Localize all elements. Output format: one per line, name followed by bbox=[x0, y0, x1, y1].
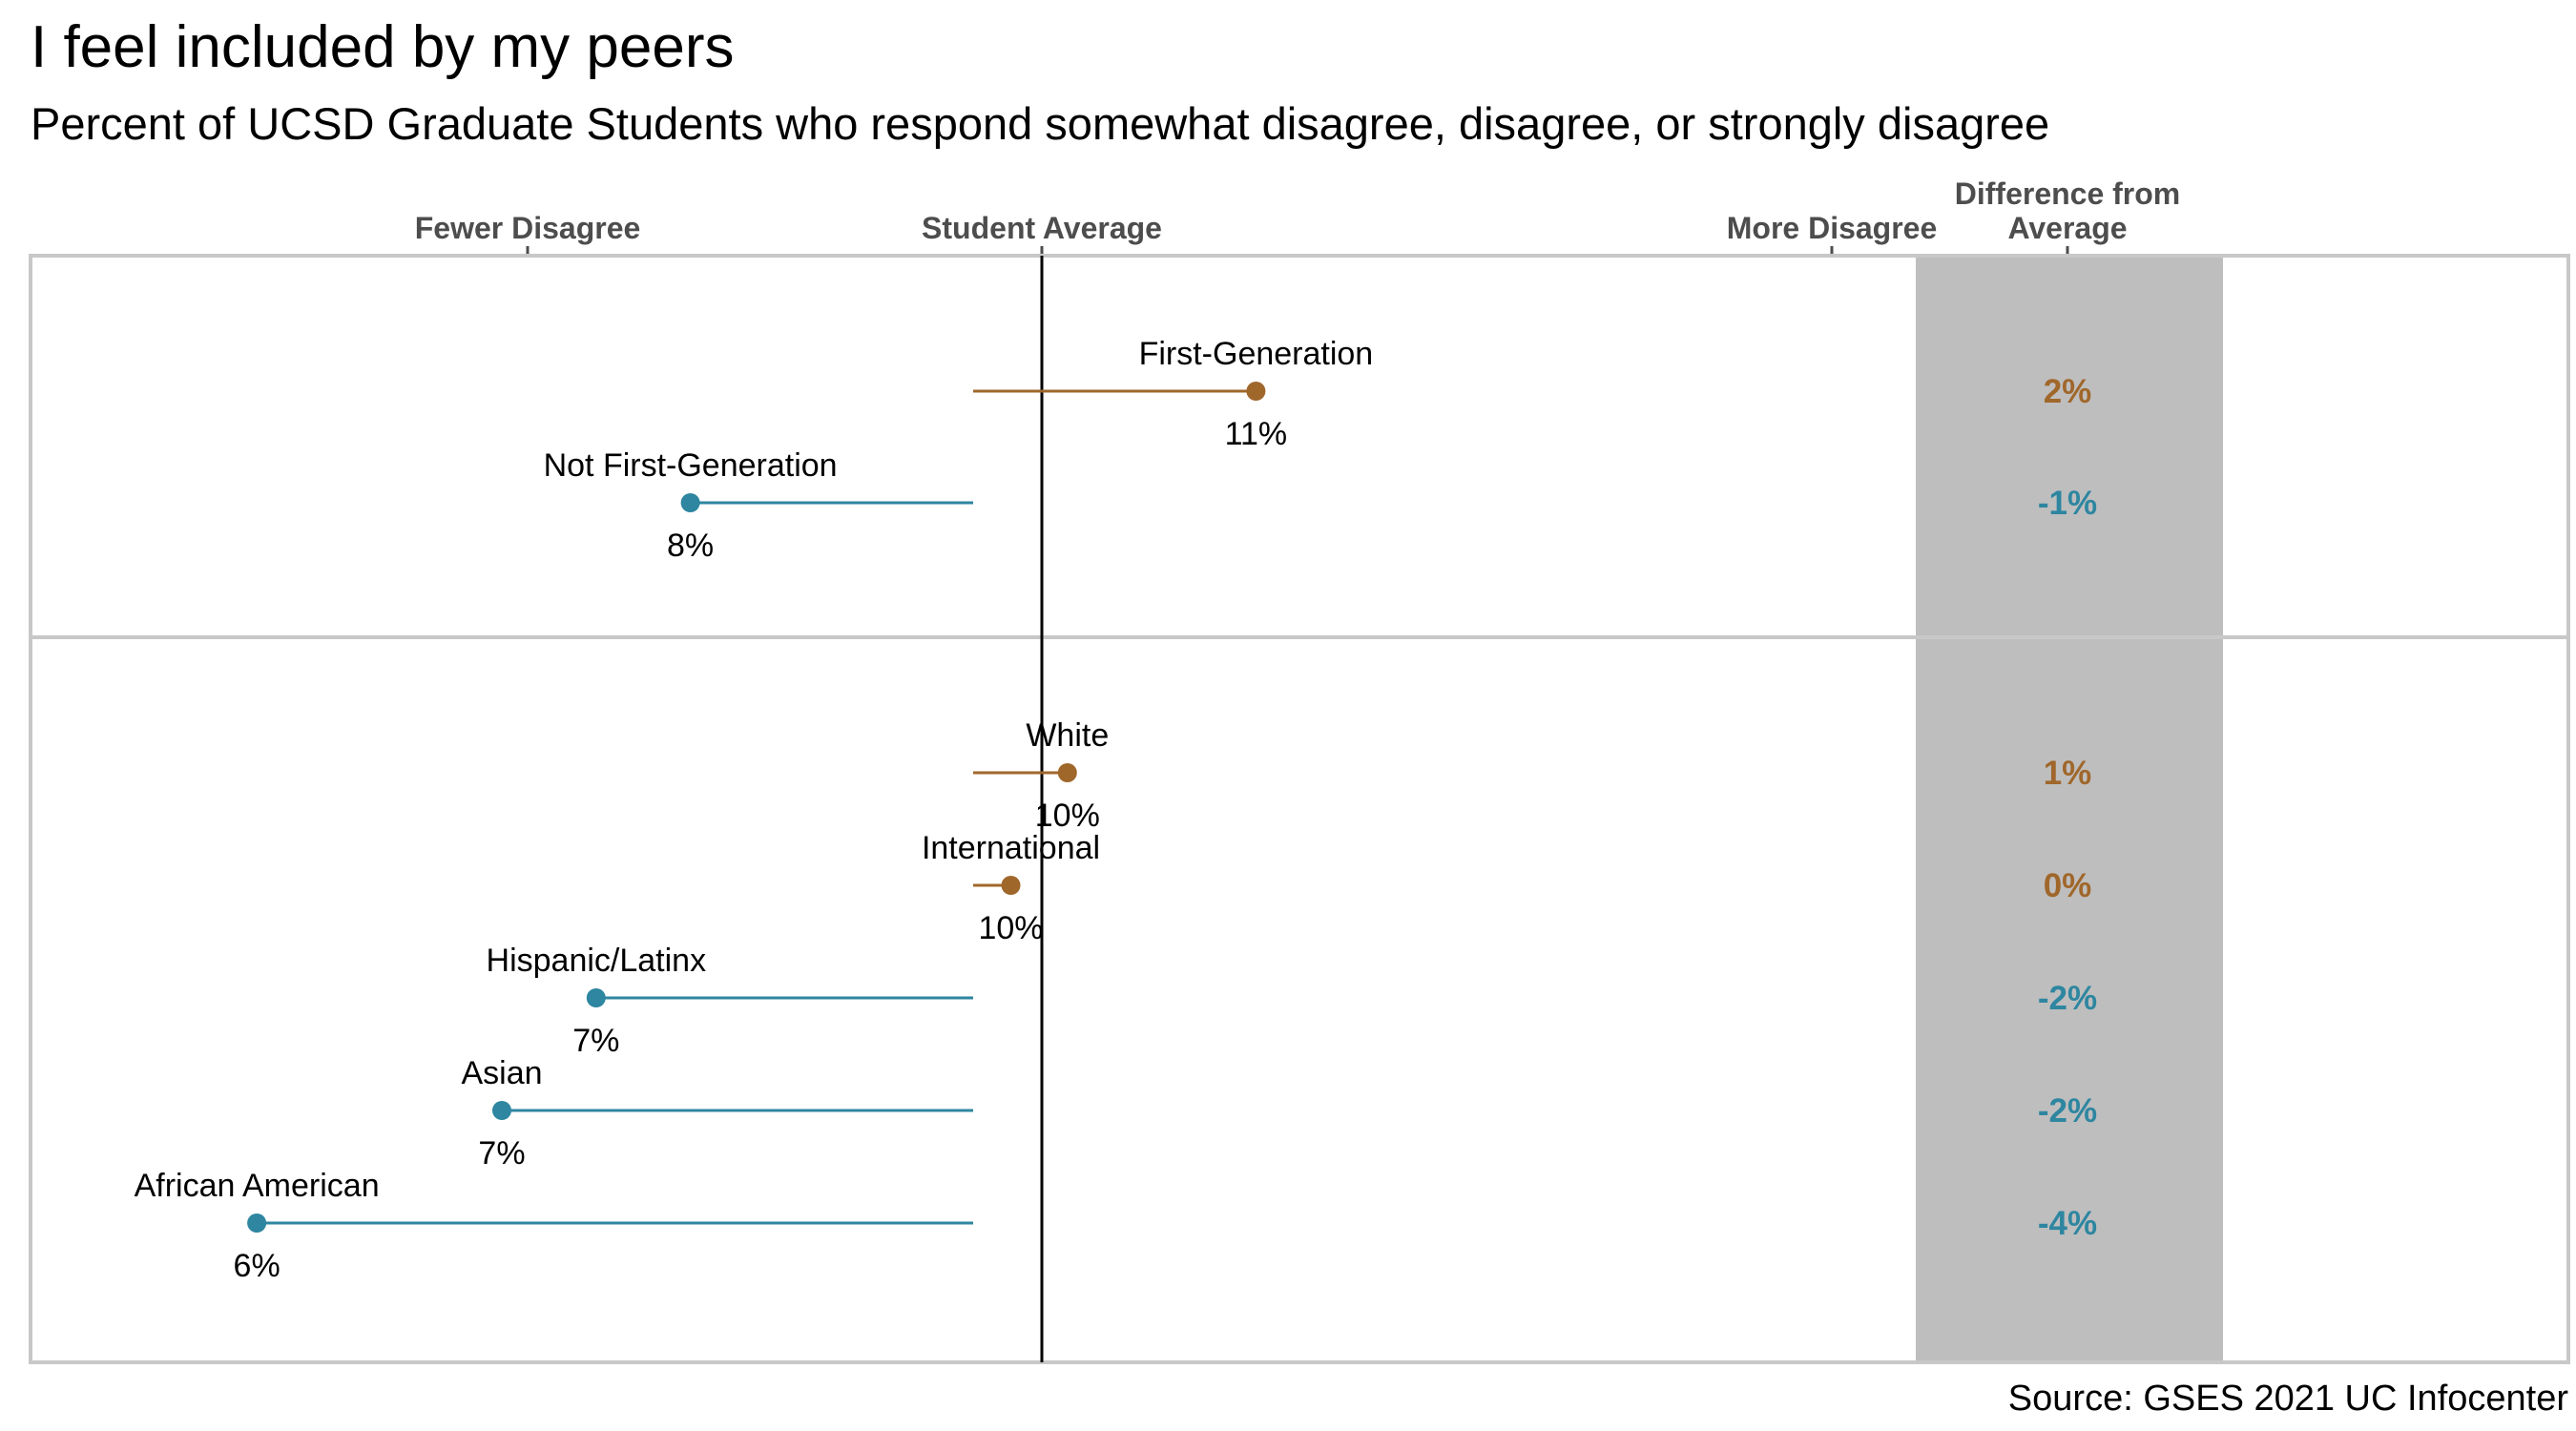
diff-label-asian: -2% bbox=[2038, 1092, 2097, 1130]
chart-marks: First-Generation 11% 2% Not First-Generatio… bbox=[135, 336, 2098, 1284]
group-label-asian: Asian bbox=[461, 1055, 542, 1091]
diff-header-line1: Difference from bbox=[1955, 176, 2181, 211]
value-label-international: 10% bbox=[978, 910, 1043, 946]
diff-label-african-american: -4% bbox=[2038, 1205, 2097, 1242]
value-label-not-first-generation: 8% bbox=[667, 528, 714, 564]
difference-band bbox=[1916, 256, 2223, 1362]
panel-race-ethnicity bbox=[29, 635, 2570, 1364]
value-label-first-generation: 11% bbox=[1225, 416, 1288, 452]
group-label-international: International bbox=[922, 830, 1100, 866]
axis-label-student-average: Student Average bbox=[922, 211, 1162, 245]
diff-label-first-generation: 2% bbox=[2044, 373, 2092, 410]
chart-subtitle: Percent of UCSD Graduate Students who re… bbox=[31, 98, 2049, 149]
value-label-asian: 7% bbox=[478, 1135, 525, 1172]
diff-label-not-first-generation: -1% bbox=[2038, 485, 2097, 522]
source-note: Source: GSES 2021 UC Infocenter bbox=[2008, 1379, 2569, 1419]
value-label-african-american: 6% bbox=[234, 1248, 280, 1284]
point-first-generation bbox=[1246, 382, 1266, 401]
axis-label-more-disagree: More Disagree bbox=[1727, 211, 1938, 245]
group-label-african-american: African American bbox=[135, 1168, 380, 1204]
diff-label-international: 0% bbox=[2044, 867, 2092, 904]
value-label-white: 10% bbox=[1035, 798, 1100, 834]
point-white bbox=[1057, 763, 1077, 782]
chart-title: I feel included by my peers bbox=[31, 14, 735, 80]
value-label-hispanic-latinx: 7% bbox=[572, 1023, 619, 1059]
group-label-not-first-generation: Not First-Generation bbox=[544, 447, 838, 484]
point-asian bbox=[492, 1101, 511, 1120]
axis-label-fewer-disagree: Fewer Disagree bbox=[415, 211, 641, 245]
diff-label-hispanic-latinx: -2% bbox=[2038, 980, 2097, 1017]
group-label-hispanic-latinx: Hispanic/Latinx bbox=[487, 943, 707, 979]
diff-header-line2: Average bbox=[2007, 211, 2127, 245]
point-international bbox=[1001, 876, 1021, 895]
group-label-first-generation: First-Generation bbox=[1139, 336, 1374, 372]
point-not-first-generation bbox=[680, 493, 700, 512]
point-hispanic-latinx bbox=[586, 988, 606, 1007]
point-african-american bbox=[247, 1213, 267, 1233]
group-label-white: White bbox=[1026, 717, 1109, 754]
diff-label-white: 1% bbox=[2044, 755, 2092, 792]
